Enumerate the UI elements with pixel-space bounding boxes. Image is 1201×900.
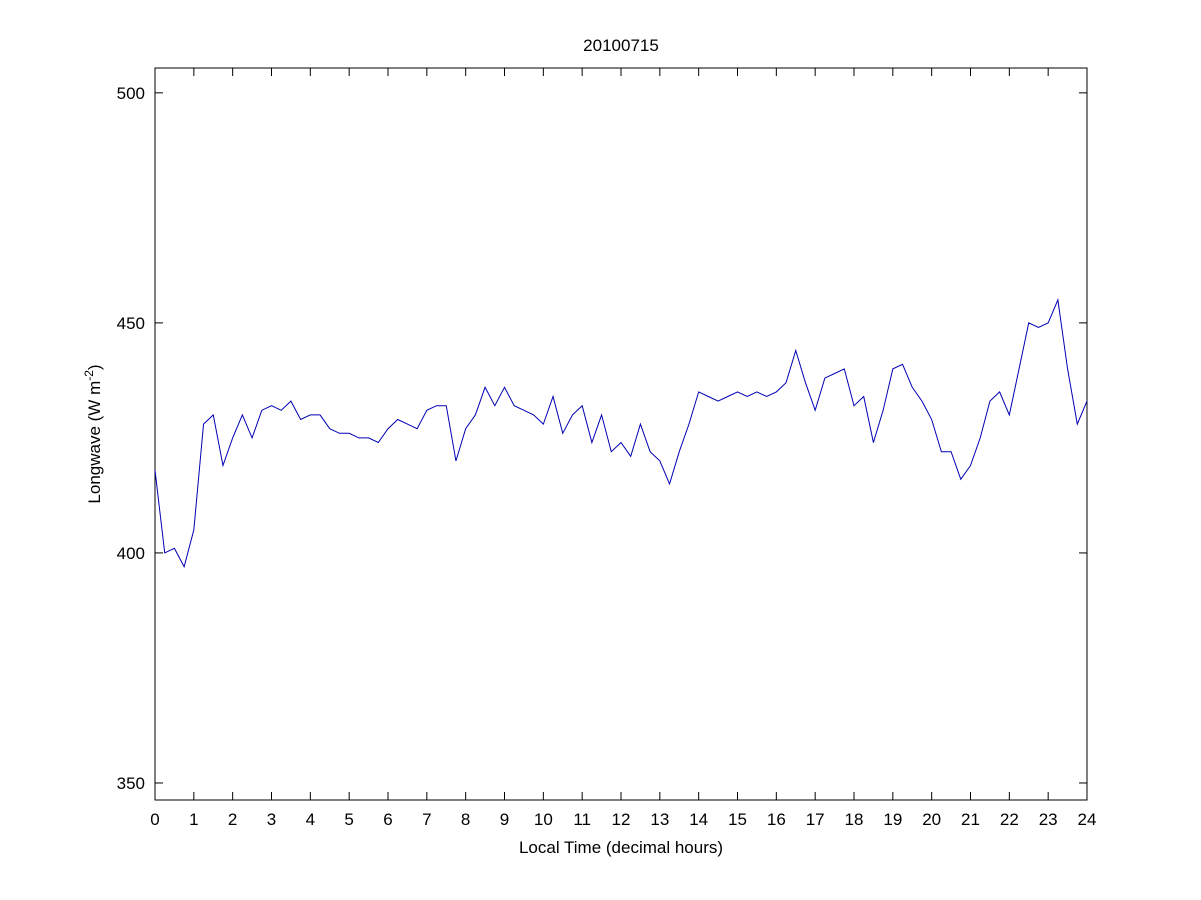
x-tick-label: 21 bbox=[961, 810, 980, 829]
y-tick-label: 450 bbox=[117, 314, 145, 333]
x-tick-label: 6 bbox=[383, 810, 392, 829]
y-axis-label-text: Longwave (W m bbox=[85, 381, 104, 504]
x-tick-label: 12 bbox=[612, 810, 631, 829]
x-tick-label: 9 bbox=[500, 810, 509, 829]
x-tick-label: 23 bbox=[1039, 810, 1058, 829]
chart-title: 20100715 bbox=[583, 36, 659, 55]
x-tick-label: 5 bbox=[344, 810, 353, 829]
x-tick-label: 13 bbox=[650, 810, 669, 829]
x-tick-label: 0 bbox=[150, 810, 159, 829]
x-tick-label: 14 bbox=[689, 810, 708, 829]
x-tick-label: 1 bbox=[189, 810, 198, 829]
x-tick-label: 10 bbox=[534, 810, 553, 829]
x-axis-label: Local Time (decimal hours) bbox=[519, 838, 723, 857]
x-tick-label: 15 bbox=[728, 810, 747, 829]
x-tick-label: 22 bbox=[1000, 810, 1019, 829]
x-tick-label: 19 bbox=[883, 810, 902, 829]
data-line bbox=[154, 298, 1088, 569]
y-axis-label: Longwave (W m-2) bbox=[82, 364, 104, 503]
x-tick-label: 18 bbox=[845, 810, 864, 829]
x-tick-label: 11 bbox=[573, 810, 591, 829]
y-tick-label: 350 bbox=[117, 774, 145, 793]
y-tick-label: 500 bbox=[117, 84, 145, 103]
x-tick-label: 7 bbox=[422, 810, 431, 829]
x-tick-label: 2 bbox=[228, 810, 237, 829]
x-tick-label: 16 bbox=[767, 810, 786, 829]
y-axis-label-superscript: -2 bbox=[82, 370, 96, 381]
x-tick-label: 8 bbox=[461, 810, 470, 829]
x-tick-label: 20 bbox=[922, 810, 941, 829]
y-axis-label-suffix: ) bbox=[85, 364, 104, 370]
x-tick-label: 17 bbox=[806, 810, 825, 829]
x-tick-label: 4 bbox=[306, 810, 315, 829]
plot-area bbox=[154, 67, 1088, 801]
y-tick-label: 400 bbox=[117, 544, 145, 563]
x-tick-label: 3 bbox=[267, 810, 276, 829]
x-tick-label: 24 bbox=[1078, 810, 1097, 829]
